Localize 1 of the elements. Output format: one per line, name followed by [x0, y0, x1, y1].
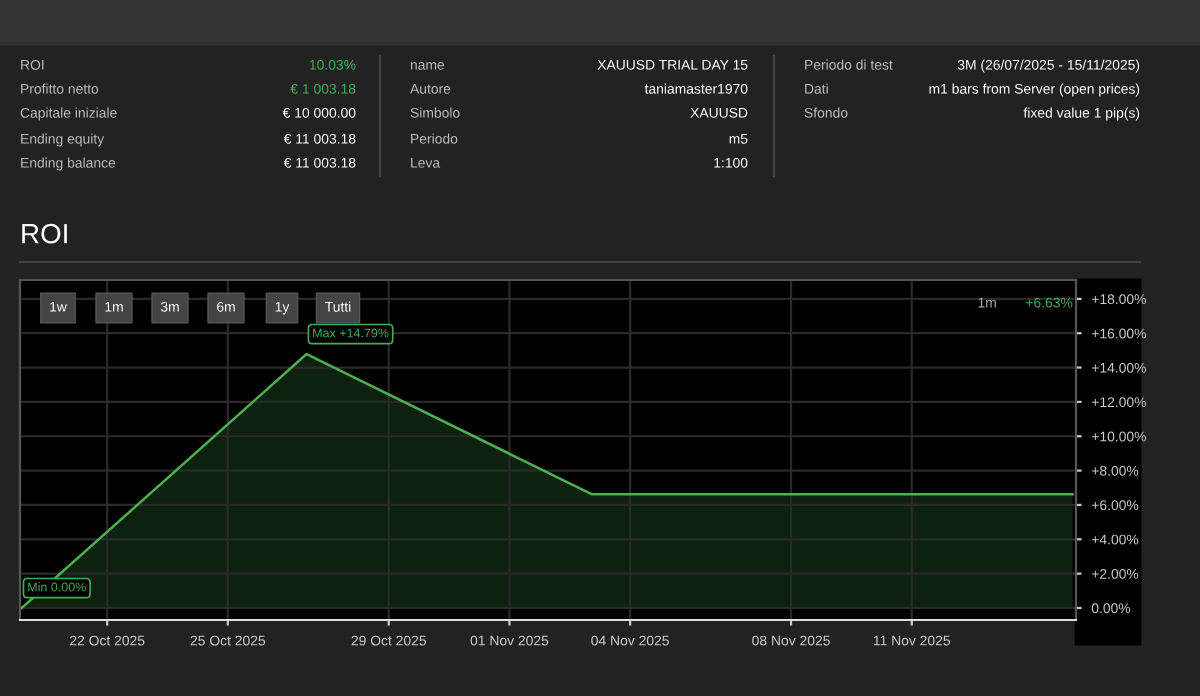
chart-title: ROI: [22, 223, 67, 244]
